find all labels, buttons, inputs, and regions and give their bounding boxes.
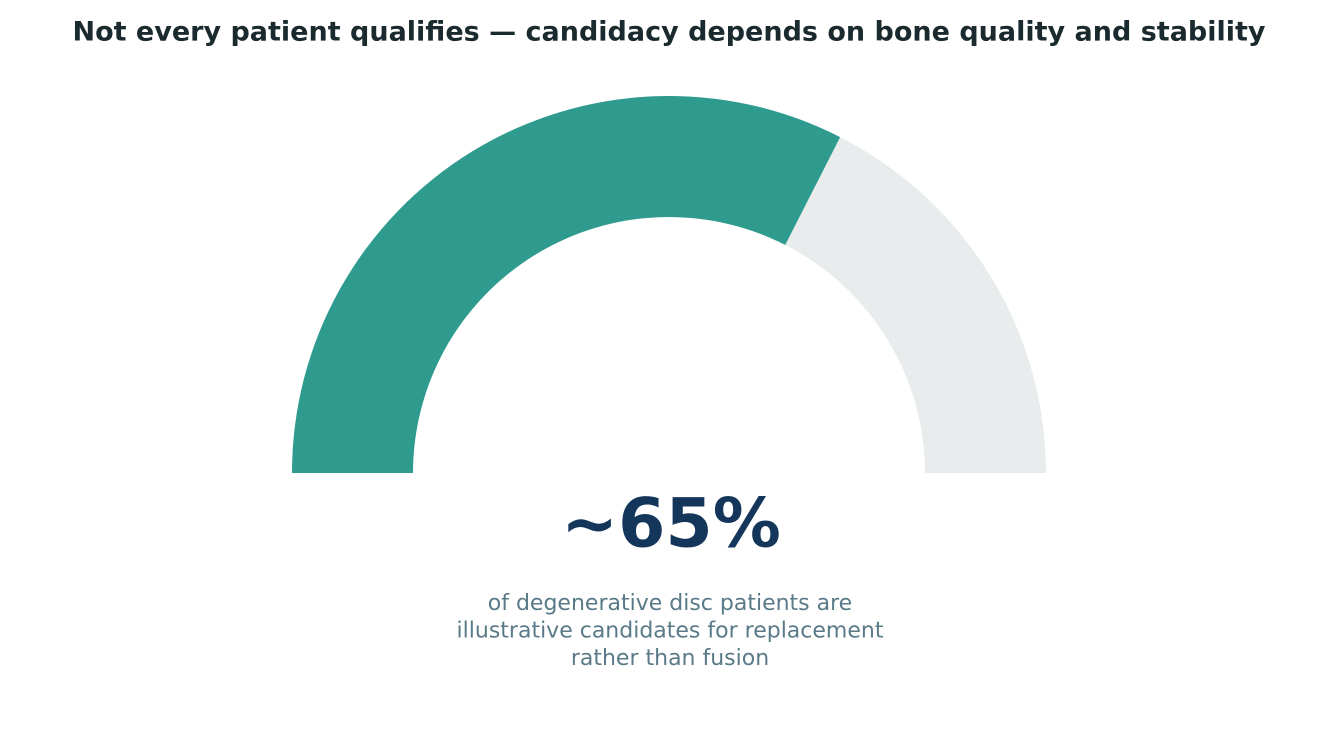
value-label: ~65% (561, 485, 781, 564)
caption-line: illustrative candidates for replacement (457, 619, 884, 644)
chart-title: Not every patient qualifies — candidacy … (72, 17, 1265, 48)
caption-line: of degenerative disc patients are (488, 591, 852, 616)
gauge-value (292, 96, 841, 473)
caption-line: rather than fusion (571, 646, 769, 671)
